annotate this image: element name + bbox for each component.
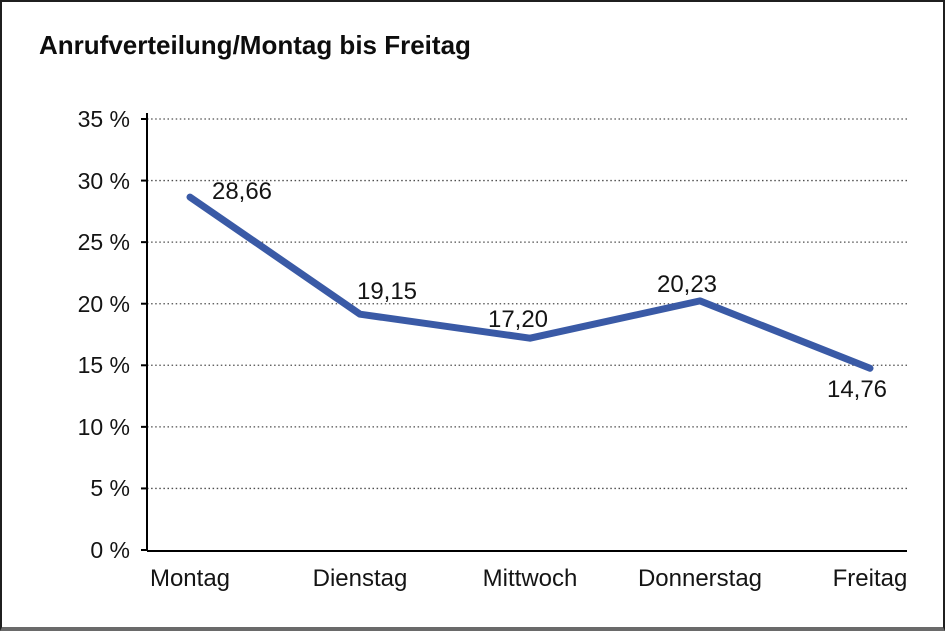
data-point-label-4: 14,76	[826, 376, 888, 404]
x-category-label-donnerstag: Donnerstag	[637, 565, 763, 592]
y-tick-label-10: 10 %	[77, 413, 130, 440]
y-tick-label-0: 0 %	[90, 537, 130, 563]
y-tick-label-25: 25 %	[77, 229, 130, 256]
y-tick-label-20: 20 %	[77, 290, 130, 317]
x-category-label-mittwoch: Mittwoch	[482, 565, 578, 592]
data-point-label-1: 19,15	[356, 278, 418, 306]
x-category-label-montag: Montag	[149, 565, 231, 592]
y-tick-label-30: 30 %	[77, 167, 130, 194]
y-tick-label-15: 15 %	[77, 352, 130, 379]
data-point-label-2: 17,20	[487, 306, 549, 334]
chart-title: Anrufverteilung/Montag bis Freitag	[39, 30, 471, 60]
data-point-label-3: 20,23	[656, 270, 718, 298]
x-category-label-freitag: Freitag	[832, 565, 908, 592]
series-line	[186, 193, 874, 372]
y-tick-label-35: 35 %	[77, 106, 130, 132]
x-category-label-dienstag: Dienstag	[312, 565, 408, 592]
data-point-label-0: 28,66	[211, 178, 273, 206]
y-tick-label-5: 5 %	[90, 475, 130, 502]
